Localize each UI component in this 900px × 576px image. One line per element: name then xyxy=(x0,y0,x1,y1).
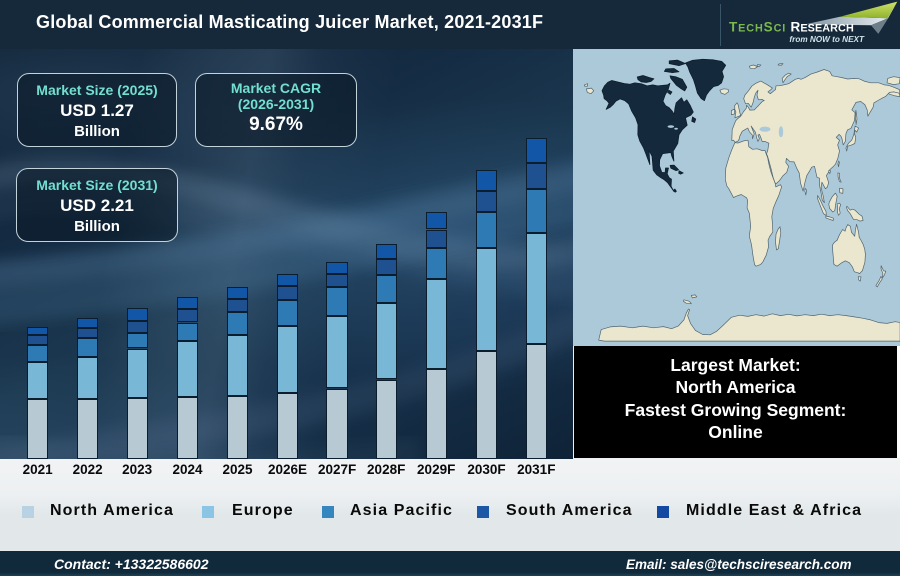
svg-text:RESEARCH: RESEARCH xyxy=(791,20,854,35)
svg-text:TECHSCI: TECHSCI xyxy=(729,20,786,35)
svg-text:from NOW to NEXT: from NOW to NEXT xyxy=(789,35,865,44)
